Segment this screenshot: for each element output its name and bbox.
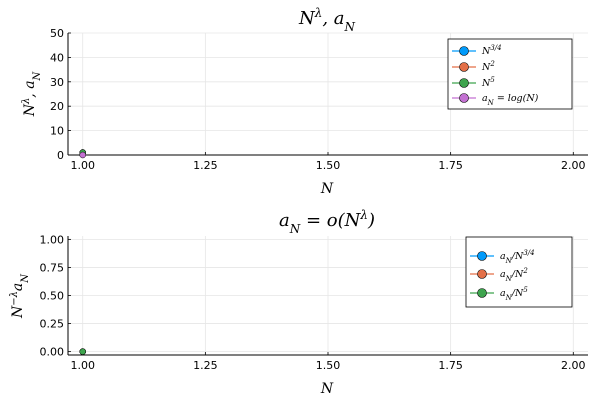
chart-top-y-label: Nλ, aN bbox=[21, 70, 43, 117]
chart-bottom-x-label: N bbox=[320, 381, 334, 397]
chart-top-legend-item-3: aN = log(N) bbox=[452, 93, 539, 107]
chart-top-legend-item-1: N2 bbox=[452, 60, 495, 73]
chart-top-x-tick-label-0: 1.00 bbox=[70, 159, 95, 172]
chart-top-y-tick-label-2: 20 bbox=[50, 100, 64, 113]
chart-top-y-tick-label-4: 40 bbox=[50, 51, 64, 64]
chart-bottom-y-ticks: 0.00 0.25 0.50 0.75 1.00 bbox=[40, 233, 71, 359]
chart-bottom-x-tick-label-1: 1.25 bbox=[193, 359, 218, 372]
chart-bottom-y-tick-label-4: 1.00 bbox=[40, 233, 65, 246]
chart-top-y-ticks: 0 10 20 30 40 50 bbox=[50, 27, 71, 162]
chart-bottom-marks bbox=[79, 348, 86, 355]
chart-top-x-tick-label-3: 1.75 bbox=[438, 159, 463, 172]
chart-bottom: aN = o(Nλ) 1.00 1.25 1.50 1.75 2.00 0.00 0.25… bbox=[9, 208, 588, 397]
chart-top-y-tick-label-0: 0 bbox=[57, 149, 64, 162]
chart-top-y-tick-label-5: 50 bbox=[50, 27, 64, 40]
chart-top-x-label: N bbox=[320, 181, 334, 197]
chart-top-marks bbox=[79, 149, 86, 159]
chart-bottom-x-tick-label-4: 2.00 bbox=[561, 359, 586, 372]
chart-bottom-series-2-point-0 bbox=[79, 348, 86, 355]
chart-bottom-legend: aN/N3/4 aN/N2 aN/N5 bbox=[465, 236, 573, 308]
chart-bottom-y-tick-label-0: 0.00 bbox=[40, 346, 65, 359]
chart-bottom-y-tick-label-1: 0.25 bbox=[40, 318, 65, 331]
chart-bottom-x-tick-label-3: 1.75 bbox=[438, 359, 463, 372]
chart-top-series-3-point-0 bbox=[79, 151, 86, 159]
chart-top-y-tick-label-3: 30 bbox=[50, 76, 64, 89]
chart-top: Nλ, aN 1.00 1.25 1.50 1.75 2.00 01020304050 … bbox=[21, 6, 588, 197]
chart-bottom-x-tick-label-2: 1.50 bbox=[316, 359, 341, 372]
chart-bottom-x-tick-label-0: 1.00 bbox=[70, 359, 95, 372]
chart-bottom-x-ticks: 1.00 1.25 1.50 1.75 2.00 bbox=[70, 352, 586, 372]
chart-bottom-y-label: N−λaN bbox=[9, 273, 31, 319]
chart-top-x-ticks: 1.00 1.25 1.50 1.75 2.00 bbox=[70, 152, 586, 172]
chart-top-y-tick-label-1: 10 bbox=[50, 125, 64, 138]
chart-top-x-tick-label-1: 1.25 bbox=[193, 159, 218, 172]
chart-top-x-tick-label-2: 1.50 bbox=[316, 159, 341, 172]
chart-bottom-title: aN = o(Nλ) bbox=[279, 208, 375, 236]
chart-bottom-y-tick-label-3: 0.75 bbox=[40, 261, 65, 274]
chart-bottom-y-tick-label-2: 0.50 bbox=[40, 290, 65, 303]
chart-top-title: Nλ, aN bbox=[298, 6, 356, 34]
chart-top-x-tick-label-4: 2.00 bbox=[561, 159, 586, 172]
chart-top-legend: N3/4 N2 N5 aN = log(N) bbox=[447, 38, 573, 110]
chart-top-legend-label-3: aN = log(N) bbox=[482, 93, 539, 107]
